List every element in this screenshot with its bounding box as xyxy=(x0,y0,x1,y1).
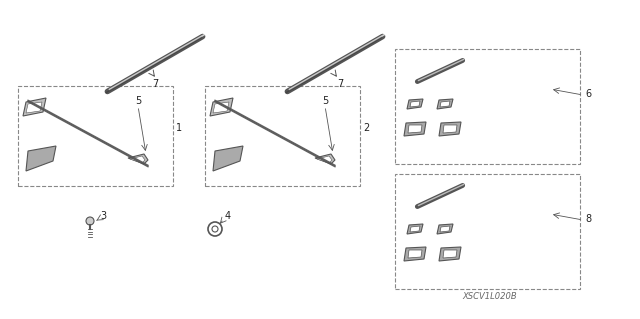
Polygon shape xyxy=(404,247,426,261)
Polygon shape xyxy=(213,102,229,113)
Polygon shape xyxy=(407,99,423,109)
Polygon shape xyxy=(407,224,423,234)
Polygon shape xyxy=(404,122,426,136)
Text: 7: 7 xyxy=(337,79,343,89)
Polygon shape xyxy=(437,224,453,234)
Polygon shape xyxy=(128,154,148,164)
Polygon shape xyxy=(213,146,243,171)
Text: 1: 1 xyxy=(176,123,182,133)
Text: 2: 2 xyxy=(363,123,369,133)
Polygon shape xyxy=(439,247,461,261)
Polygon shape xyxy=(410,101,420,107)
Polygon shape xyxy=(439,122,461,136)
Bar xyxy=(395,174,580,289)
Bar xyxy=(395,49,580,164)
Polygon shape xyxy=(440,101,450,107)
Polygon shape xyxy=(410,226,420,232)
Bar xyxy=(18,86,173,186)
Text: 4: 4 xyxy=(225,211,231,221)
Polygon shape xyxy=(26,102,42,113)
Polygon shape xyxy=(130,156,145,163)
Polygon shape xyxy=(317,156,332,163)
Polygon shape xyxy=(437,99,453,109)
Polygon shape xyxy=(443,125,457,133)
Text: 8: 8 xyxy=(585,214,591,224)
Polygon shape xyxy=(26,146,56,171)
Polygon shape xyxy=(408,250,422,258)
Bar xyxy=(205,86,360,186)
Polygon shape xyxy=(210,98,233,116)
Polygon shape xyxy=(440,226,450,232)
Polygon shape xyxy=(315,154,335,164)
Polygon shape xyxy=(408,125,422,133)
Text: XSCV1L020B: XSCV1L020B xyxy=(463,292,517,301)
Text: 7: 7 xyxy=(152,79,158,89)
Text: 5: 5 xyxy=(322,96,328,106)
Text: 5: 5 xyxy=(135,96,141,106)
Polygon shape xyxy=(23,98,46,116)
Text: 6: 6 xyxy=(585,89,591,99)
Polygon shape xyxy=(443,250,457,258)
Text: 3: 3 xyxy=(100,211,106,221)
Circle shape xyxy=(86,217,94,225)
